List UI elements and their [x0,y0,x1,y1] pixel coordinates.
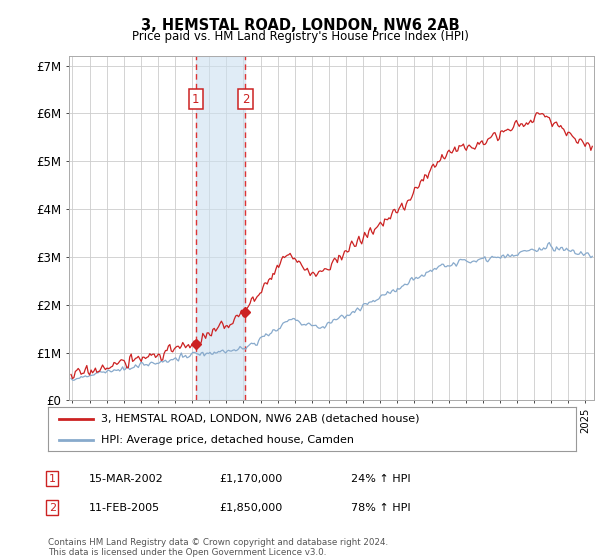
Bar [196,56,245,400]
Text: Contains HM Land Registry data © Crown copyright and database right 2024.
This d: Contains HM Land Registry data © Crown c… [48,538,388,557]
Text: 11-FEB-2005: 11-FEB-2005 [89,503,160,513]
Text: 1: 1 [192,92,199,105]
Text: 1: 1 [49,474,56,484]
Text: 2: 2 [49,503,56,513]
Text: 3, HEMSTAL ROAD, LONDON, NW6 2AB: 3, HEMSTAL ROAD, LONDON, NW6 2AB [140,18,460,33]
Text: 15-MAR-2002: 15-MAR-2002 [89,474,164,484]
Text: £1,170,000: £1,170,000 [219,474,282,484]
Text: 2: 2 [242,92,249,105]
Text: 3, HEMSTAL ROAD, LONDON, NW6 2AB (detached house): 3, HEMSTAL ROAD, LONDON, NW6 2AB (detach… [101,414,419,424]
Text: 78% ↑ HPI: 78% ↑ HPI [351,503,410,513]
Text: 24% ↑ HPI: 24% ↑ HPI [351,474,410,484]
Text: £1,850,000: £1,850,000 [219,503,282,513]
Text: Price paid vs. HM Land Registry's House Price Index (HPI): Price paid vs. HM Land Registry's House … [131,30,469,43]
Text: HPI: Average price, detached house, Camden: HPI: Average price, detached house, Camd… [101,435,354,445]
